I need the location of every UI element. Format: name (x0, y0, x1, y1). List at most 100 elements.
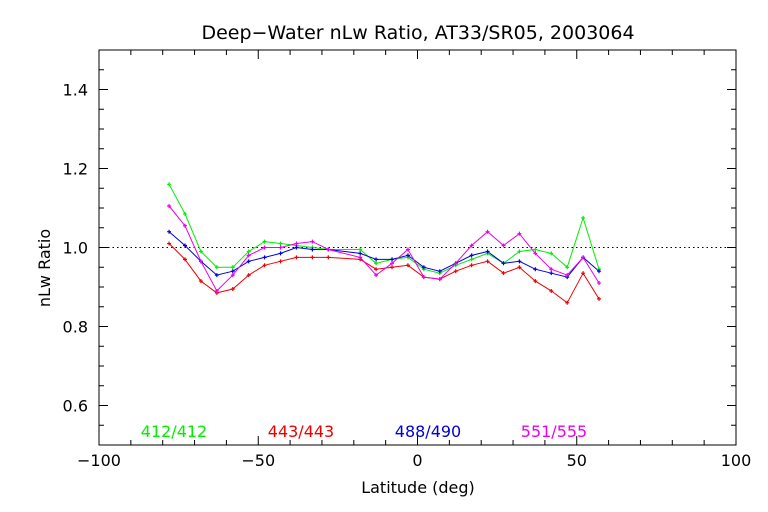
data-point (485, 259, 490, 264)
x-tick-label: −50 (241, 451, 275, 470)
data-point (533, 247, 538, 252)
data-point (581, 271, 586, 276)
data-point (405, 253, 410, 258)
data-point (358, 247, 363, 252)
data-point (246, 259, 251, 264)
legend-entry: 488/490 (395, 422, 461, 441)
data-point (437, 269, 442, 274)
data-point (214, 265, 219, 270)
data-point (310, 239, 315, 244)
data-point (358, 255, 363, 260)
data-point (278, 251, 283, 256)
data-point (390, 265, 395, 270)
data-point (278, 245, 283, 250)
y-tick-label: 1.2 (63, 160, 88, 179)
data-point (469, 243, 474, 248)
y-tick-label: 0.6 (63, 397, 88, 416)
x-tick-label: 0 (412, 451, 422, 470)
data-point (262, 245, 267, 250)
data-point (469, 257, 474, 262)
data-point (198, 249, 203, 254)
data-point (549, 251, 554, 256)
data-point (517, 249, 522, 254)
data-point (182, 257, 187, 262)
data-point (549, 271, 554, 276)
x-axis-label: Latitude (deg) (361, 478, 475, 497)
data-point (246, 253, 251, 258)
data-point (310, 247, 315, 252)
data-point (501, 261, 506, 266)
data-point (374, 257, 379, 262)
data-point (453, 269, 458, 274)
chart-title: Deep−Water nLw Ratio, AT33/SR05, 2003064 (201, 22, 634, 44)
data-point (182, 243, 187, 248)
legend-entry: 412/412 (141, 422, 207, 441)
data-point (469, 263, 474, 268)
data-point (533, 267, 538, 272)
data-point (278, 241, 283, 246)
data-point (374, 261, 379, 266)
data-point (326, 247, 331, 252)
data-point (565, 300, 570, 305)
y-tick-label: 1.0 (63, 239, 88, 258)
data-point (167, 241, 172, 246)
data-point (549, 288, 554, 293)
data-point (597, 281, 602, 286)
data-point (437, 277, 442, 282)
data-point (405, 263, 410, 268)
data-point (565, 265, 570, 270)
data-point (246, 249, 251, 254)
data-point (581, 255, 586, 260)
data-point (469, 253, 474, 258)
data-point (310, 255, 315, 260)
data-point (294, 245, 299, 250)
data-point (214, 288, 219, 293)
data-point (549, 267, 554, 272)
legend-entry: 443/443 (268, 422, 334, 441)
data-point (501, 271, 506, 276)
data-point (565, 273, 570, 278)
data-point (453, 261, 458, 266)
data-point (374, 267, 379, 272)
data-point (517, 259, 522, 264)
data-point (358, 251, 363, 256)
data-point (182, 223, 187, 228)
data-point (262, 263, 267, 268)
data-point (597, 296, 602, 301)
data-point (278, 259, 283, 264)
y-tick-label: 1.4 (63, 81, 88, 100)
data-point (421, 275, 426, 280)
data-point (485, 229, 490, 234)
data-point (198, 259, 203, 264)
data-point (294, 255, 299, 260)
x-tick-label: 100 (721, 451, 752, 470)
data-point (230, 265, 235, 270)
y-axis-label: nLw Ratio (35, 229, 54, 307)
data-point (597, 269, 602, 274)
data-point (294, 241, 299, 246)
data-point (533, 279, 538, 284)
data-point (246, 273, 251, 278)
data-point (198, 279, 203, 284)
data-point (501, 243, 506, 248)
data-point (214, 273, 219, 278)
series-line-3 (168, 205, 600, 292)
data-point (182, 211, 187, 216)
data-point (533, 251, 538, 256)
data-point (262, 239, 267, 244)
legend-entry: 551/555 (521, 422, 587, 441)
data-point (230, 273, 235, 278)
data-point (405, 247, 410, 252)
data-point (326, 255, 331, 260)
data-point (262, 255, 267, 260)
data-point (167, 229, 172, 234)
data-point (517, 265, 522, 270)
data-point (421, 265, 426, 270)
data-point (390, 257, 395, 262)
data-point (581, 215, 586, 220)
data-point (167, 182, 172, 187)
data-point (167, 204, 172, 209)
x-tick-label: 50 (567, 451, 587, 470)
data-point (230, 269, 235, 274)
data-point (230, 286, 235, 291)
